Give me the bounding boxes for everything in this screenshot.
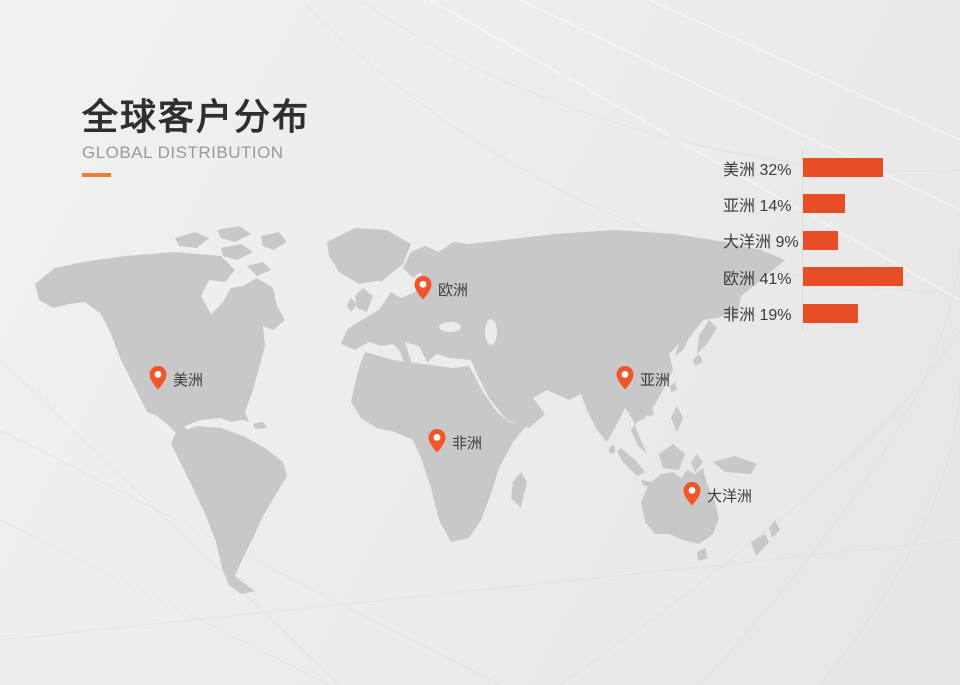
bar-africa — [803, 303, 858, 323]
pin-label: 欧洲 — [438, 282, 469, 299]
pin-label: 非洲 — [452, 435, 483, 452]
pin-label: 大洋洲 — [707, 488, 753, 505]
chart-axis-line — [802, 148, 803, 332]
bar-row-europe: 欧洲 41% — [723, 267, 943, 288]
title-accent-dash — [82, 173, 111, 178]
bar-label: 亚洲 14% — [723, 197, 792, 215]
map-pin-europe: 欧洲 — [414, 276, 468, 300]
location-pin-icon — [683, 482, 701, 506]
world-map-graphic — [35, 226, 785, 594]
map-pin-americas: 美洲 — [149, 366, 203, 390]
bar-europe — [803, 267, 903, 287]
bar-row-africa: 非洲 19% — [723, 303, 943, 325]
bar-asia — [803, 194, 845, 214]
pin-label: 美洲 — [173, 372, 204, 389]
continent-australia — [641, 468, 719, 544]
map-pin-asia: 亚洲 — [616, 366, 670, 390]
bar-label: 欧洲 41% — [723, 270, 792, 288]
greenland — [327, 228, 411, 284]
bar-label: 非洲 19% — [723, 307, 792, 325]
location-pin-icon — [428, 429, 446, 453]
bar-americas — [803, 158, 883, 177]
continent-eurasia — [341, 230, 785, 454]
bar-row-americas: 美洲 32% — [723, 158, 943, 179]
page-subtitle: GLOBAL DISTRIBUTION — [82, 143, 284, 163]
header: 全球客户分布 GLOBAL DISTRIBUTION — [82, 96, 311, 178]
page-title: 全球客户分布 — [82, 96, 311, 137]
bar-row-oceania: 大洋洲 9% — [723, 230, 943, 252]
bar-row-asia: 亚洲 14% — [723, 194, 943, 215]
continent-north-america — [35, 252, 285, 474]
location-pin-icon — [414, 276, 432, 300]
continent-south-america — [171, 426, 287, 594]
map-pin-africa: 非洲 — [428, 429, 482, 453]
location-pin-icon — [149, 366, 167, 390]
bar-label: 大洋洲 9% — [723, 234, 799, 252]
distribution-bar-chart: 美洲 32% 亚洲 14% 大洋洲 9% 欧洲 41% 非洲 19% — [723, 148, 943, 340]
bar-label: 美洲 32% — [723, 161, 792, 179]
location-pin-icon — [616, 366, 634, 390]
bar-oceania — [803, 230, 838, 250]
pin-label: 亚洲 — [640, 372, 671, 389]
map-pin-oceania: 大洋洲 — [683, 482, 752, 506]
world-map: 美洲 欧洲 亚洲 非洲 大洋洲 — [25, 222, 805, 622]
